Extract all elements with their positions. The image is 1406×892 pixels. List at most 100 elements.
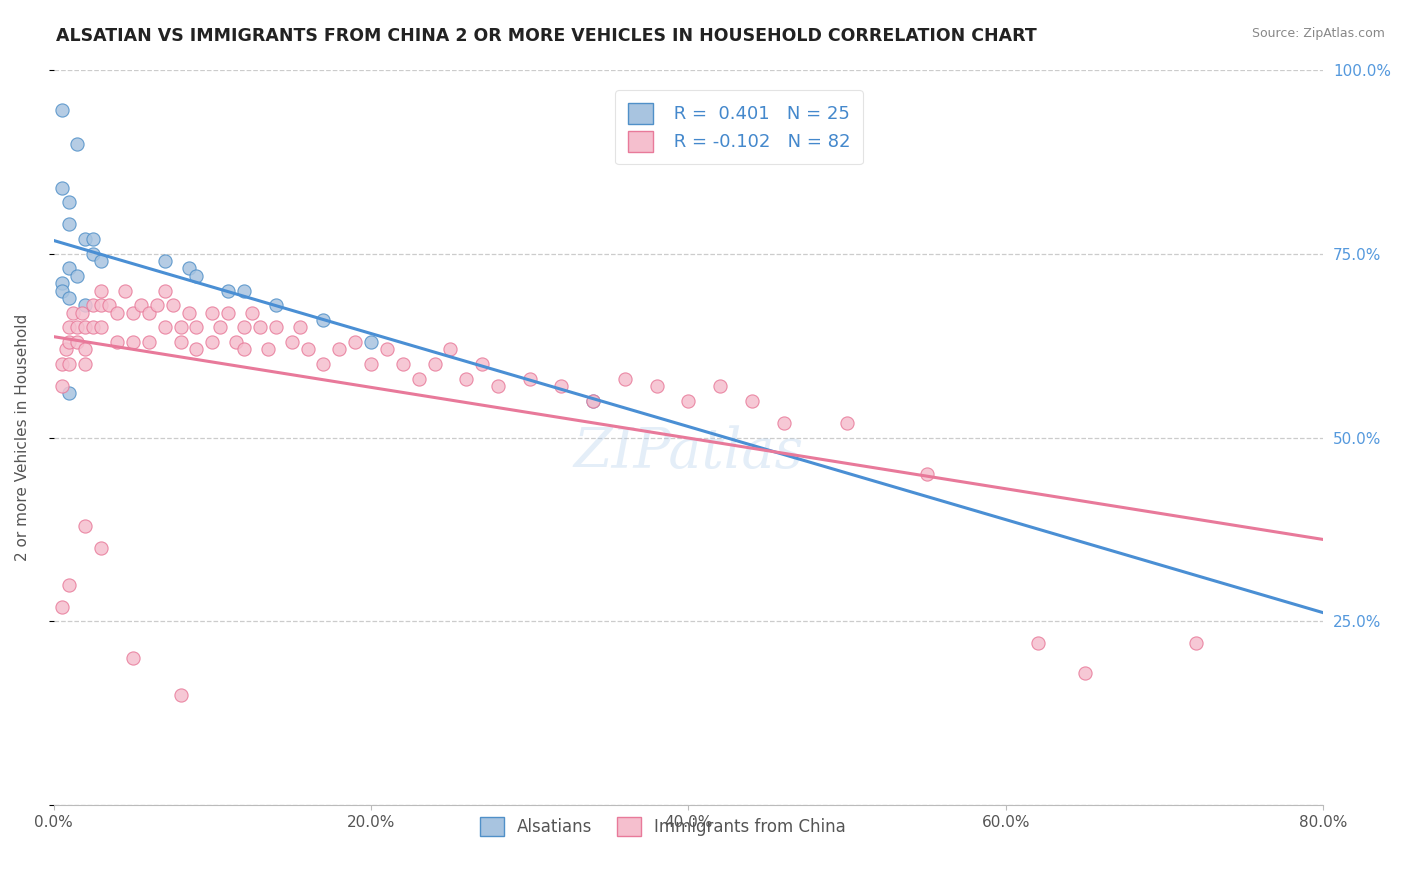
Point [66,334,89,349]
Point [233,343,256,357]
Point [129,298,152,312]
Point [1185,636,1208,650]
Point [138,305,160,319]
Point [519,372,541,386]
Point [51,284,73,298]
Point [360,334,382,349]
Point [51,379,73,393]
Point [98,298,121,312]
Point [678,393,700,408]
Point [58,577,80,591]
Point [82,247,104,261]
Text: ALSATIAN VS IMMIGRANTS FROM CHINA 2 OR MORE VEHICLES IN HOUSEHOLD CORRELATION CH: ALSATIAN VS IMMIGRANTS FROM CHINA 2 OR M… [56,27,1038,45]
Point [741,393,763,408]
Point [582,393,605,408]
Point [58,261,80,276]
Point [90,320,112,334]
Point [105,334,128,349]
Point [58,357,80,371]
Point [138,334,160,349]
Point [209,320,232,334]
Point [312,313,335,327]
Point [82,232,104,246]
Point [82,298,104,312]
Point [51,357,73,371]
Point [122,305,145,319]
Point [264,298,287,312]
Point [186,320,208,334]
Point [153,254,176,268]
Point [471,357,494,371]
Point [169,334,191,349]
Point [58,218,80,232]
Text: ZIPatlas: ZIPatlas [574,425,803,480]
Point [70,305,93,319]
Point [328,343,350,357]
Point [146,298,169,312]
Point [66,268,89,283]
Point [114,284,136,298]
Point [75,232,97,246]
Point [709,379,731,393]
Point [58,386,80,401]
Point [456,372,478,386]
Point [297,343,319,357]
Point [1026,636,1049,650]
Point [58,291,80,305]
Point [217,284,239,298]
Point [280,334,302,349]
Point [375,343,398,357]
Point [122,334,145,349]
Point [82,320,104,334]
Text: Source: ZipAtlas.com: Source: ZipAtlas.com [1251,27,1385,40]
Point [217,305,239,319]
Point [105,305,128,319]
Point [177,261,200,276]
Point [186,343,208,357]
Point [233,320,256,334]
Point [257,343,280,357]
Point [391,357,413,371]
Point [51,103,73,118]
Point [837,416,859,430]
Point [58,195,80,210]
Point [344,334,367,349]
Point [249,320,271,334]
Point [169,688,191,702]
Point [201,334,224,349]
Point [90,298,112,312]
Point [162,298,184,312]
Point [915,467,938,482]
Point [288,320,311,334]
Point [201,305,224,319]
Point [75,357,97,371]
Point [75,320,97,334]
Point [645,379,668,393]
Point [62,305,84,319]
Point [51,276,73,290]
Point [550,379,572,393]
Point [153,320,176,334]
Point [225,334,247,349]
Point [177,305,200,319]
Point [153,284,176,298]
Point [90,541,112,555]
Point [264,320,287,334]
Point [439,343,461,357]
Legend: Alsatians, Immigrants from China: Alsatians, Immigrants from China [472,808,853,845]
Y-axis label: 2 or more Vehicles in Household: 2 or more Vehicles in Household [15,314,30,561]
Point [66,320,89,334]
Point [122,651,145,665]
Point [169,320,191,334]
Point [51,180,73,194]
Point [772,416,794,430]
Point [360,357,382,371]
Point [240,305,263,319]
Point [75,298,97,312]
Point [186,268,208,283]
Point [233,284,256,298]
Point [75,518,97,533]
Point [312,357,335,371]
Point [55,343,77,357]
Point [90,284,112,298]
